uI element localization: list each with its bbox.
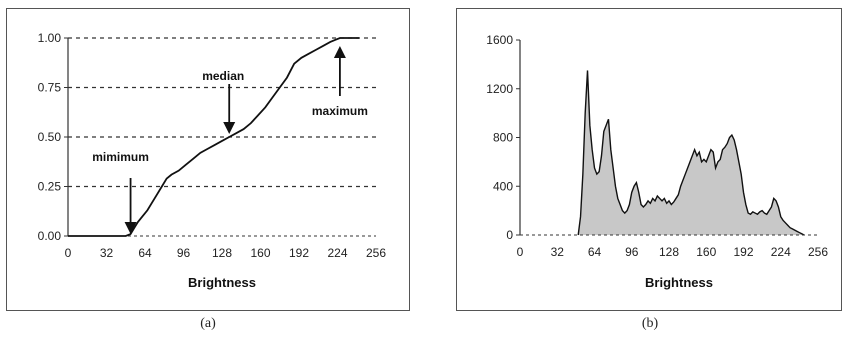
annotation-arrow-head <box>333 46 346 58</box>
chart-a-frame <box>6 8 410 311</box>
x-tick-label: 160 <box>696 245 716 259</box>
y-tick-label: 0.00 <box>38 229 62 243</box>
x-tick-label: 128 <box>212 246 232 260</box>
x-tick-label: 96 <box>177 246 191 260</box>
chart-b: 0 400 800 1200 1600 0 32 64 96 128 160 192 224 256 <box>486 33 828 259</box>
x-tick-label: 224 <box>771 245 791 259</box>
annotation-arrow-head <box>124 222 137 234</box>
annotation-label: mimimum <box>92 150 149 164</box>
x-tick-label: 192 <box>733 245 753 259</box>
y-tick-label: 800 <box>493 131 513 145</box>
x-tick-label: 64 <box>588 245 602 259</box>
y-tick-label: 0.50 <box>38 130 62 144</box>
x-tick-label: 0 <box>65 246 72 260</box>
y-tick-label: 0.75 <box>38 81 62 95</box>
x-tick-label: 0 <box>517 245 524 259</box>
caption-b: (b) <box>641 316 659 331</box>
x-tick-label: 160 <box>250 246 270 260</box>
y-tick-label: 0.25 <box>38 180 62 194</box>
x-axis-label-b: Brightness <box>645 275 713 290</box>
x-tick-label: 256 <box>808 245 828 259</box>
caption-a: (a) <box>200 316 216 331</box>
annotation-label: maximum <box>312 104 368 118</box>
y-tick-label: 1.00 <box>38 31 62 45</box>
y-tick-label: 1600 <box>486 33 513 47</box>
x-tick-label: 256 <box>366 246 386 260</box>
annotation-label: median <box>202 69 244 83</box>
histogram-area <box>578 70 805 235</box>
series-line <box>68 37 360 237</box>
histogram-outline <box>577 70 805 236</box>
chart-a: 0.00 0.25 0.50 0.75 1.00 0 32 64 96 128 160 192 224 2… <box>38 31 387 260</box>
x-tick-label: 32 <box>551 245 565 259</box>
x-tick-label: 192 <box>289 246 309 260</box>
x-tick-label: 128 <box>659 245 679 259</box>
x-tick-label: 32 <box>100 246 114 260</box>
x-tick-label: 96 <box>625 245 639 259</box>
x-tick-label: 64 <box>138 246 152 260</box>
x-tick-label: 224 <box>327 246 347 260</box>
y-tick-label: 400 <box>493 179 513 193</box>
annotation-arrow-head <box>223 122 236 134</box>
y-tick-label: 1200 <box>486 82 513 96</box>
x-axis-label-a: Brightness <box>188 275 256 290</box>
y-tick-label: 0 <box>506 228 513 242</box>
